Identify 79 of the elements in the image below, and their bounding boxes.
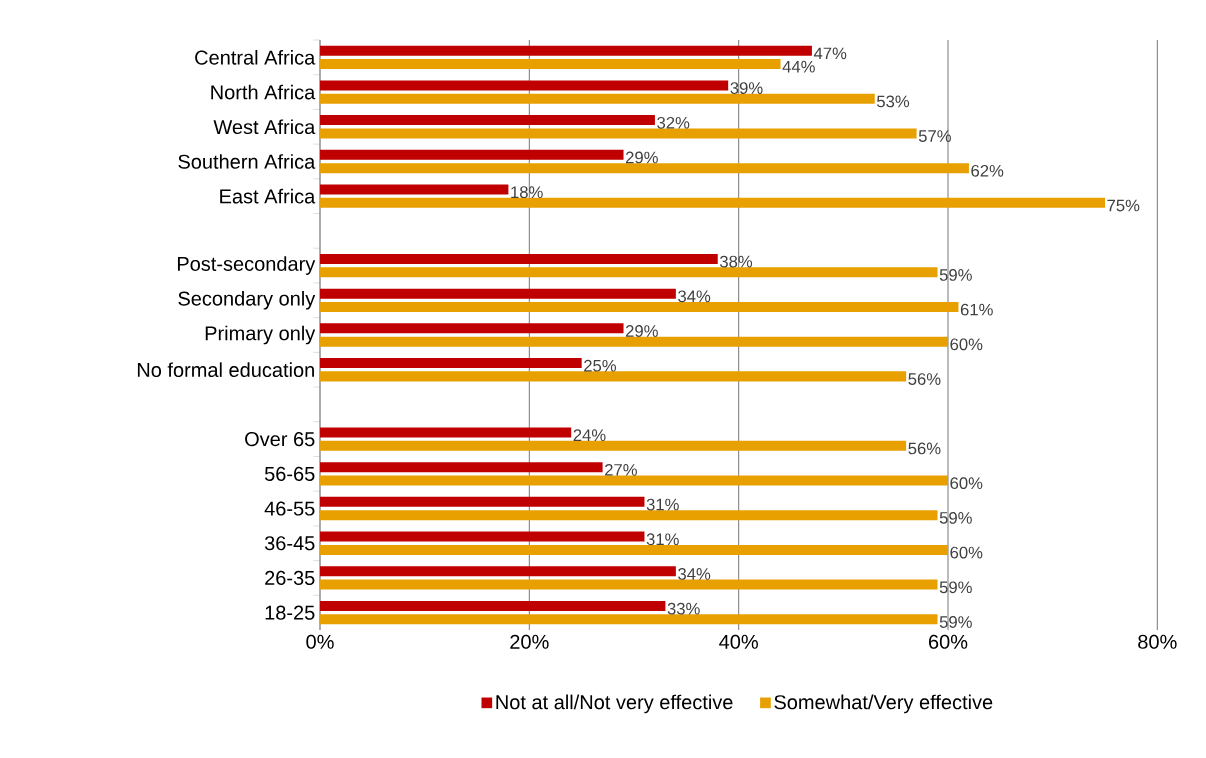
data-label: 29% (625, 325, 658, 337)
data-label: 61% (960, 303, 993, 316)
data-label: 44% (782, 60, 815, 73)
x-tick-label: 0% (306, 634, 334, 649)
bar (320, 59, 781, 70)
data-label: 32% (657, 116, 690, 129)
x-tick-label: 80% (1138, 634, 1177, 649)
data-label: 60% (950, 546, 983, 559)
data-label: 60% (950, 477, 983, 490)
data-label: 56% (908, 373, 941, 385)
bar (320, 149, 624, 160)
data-label: 59% (939, 616, 972, 628)
data-label: 62% (971, 164, 1004, 177)
bar (320, 358, 582, 369)
data-label: 34% (678, 568, 711, 580)
data-label: 34% (678, 290, 711, 303)
y-tick-label: Over 65 (245, 432, 315, 447)
bar (320, 184, 509, 195)
data-label: 75% (1107, 199, 1140, 212)
y-tick-label: 26-35 (265, 570, 315, 586)
x-tick-label: 20% (510, 634, 549, 649)
y-tick-label: North Africa (211, 84, 316, 100)
y-tick-label: East Africa (220, 188, 316, 204)
bar (320, 336, 948, 347)
bar (320, 510, 938, 521)
data-label: 53% (877, 95, 910, 108)
bar (320, 579, 938, 590)
data-label: 27% (605, 463, 637, 476)
bar (320, 267, 938, 278)
data-label: 31% (646, 533, 679, 546)
data-label: 31% (646, 498, 679, 511)
data-label: 29% (625, 151, 658, 164)
data-label: 47% (813, 47, 847, 60)
y-tick-label: Central Africa (195, 50, 316, 65)
bar (320, 128, 917, 139)
bar (320, 496, 645, 507)
data-label: 56% (908, 442, 941, 455)
x-tick-label: 40% (719, 634, 758, 649)
y-tick-label: Post-secondary (177, 256, 316, 275)
bar (320, 371, 907, 382)
bar (320, 427, 572, 438)
bar (320, 462, 603, 473)
data-label: 33% (667, 602, 700, 615)
y-tick-label: Primary only (205, 325, 316, 345)
bar (320, 531, 645, 542)
legend-label: Somewhat/Very effective (774, 694, 993, 714)
bar (320, 566, 676, 577)
bar (320, 475, 948, 486)
data-label: 59% (939, 581, 972, 594)
data-label: 57% (918, 130, 951, 142)
data-label: 60% (950, 338, 983, 351)
data-label: 59% (939, 511, 972, 524)
bar (320, 323, 624, 334)
bar (320, 288, 676, 299)
y-tick-label: 18-25 (265, 605, 315, 620)
y-tick-label: 46-55 (264, 501, 315, 516)
y-tick-label: Southern Africa (178, 154, 316, 169)
x-tick-label: 60% (929, 634, 968, 649)
bar (320, 544, 948, 555)
bar (320, 301, 959, 312)
bar (320, 93, 875, 104)
y-tick-label: 56-65 (264, 466, 315, 481)
bar (320, 440, 907, 451)
bar (320, 163, 969, 174)
bar (320, 115, 655, 126)
bar (320, 600, 666, 611)
y-tick-label: 36-45 (264, 536, 315, 551)
bar (320, 45, 812, 56)
y-tick-label: Secondary only (178, 290, 316, 310)
y-tick-label: No formal education (137, 362, 314, 378)
legend-label: Not at all/Not very effective (496, 694, 733, 714)
bar (320, 614, 938, 625)
data-label: 25% (584, 359, 617, 372)
bar (320, 197, 1105, 208)
bar (320, 253, 718, 264)
bar (320, 80, 729, 91)
data-label: 24% (573, 429, 606, 441)
y-tick-label: West Africa (213, 119, 316, 135)
data-label: 59% (939, 269, 972, 281)
